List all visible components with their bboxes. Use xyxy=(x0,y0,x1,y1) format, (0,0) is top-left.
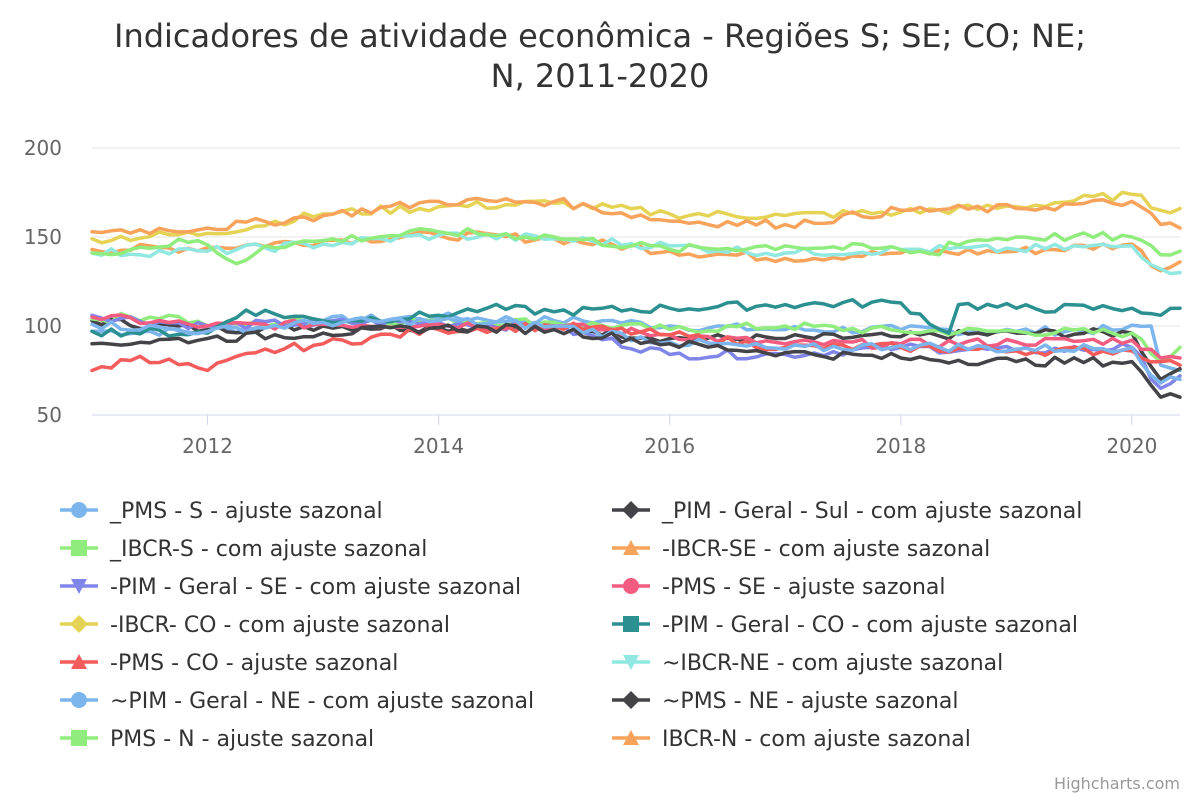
legend-item[interactable]: _PMS - S - ajuste sazonal xyxy=(60,499,383,524)
legend-item[interactable]: -PMS - SE - ajuste sazonal xyxy=(612,575,946,600)
legend-label: ~PMS - NE - ajuste sazonal xyxy=(662,689,959,714)
series-layer xyxy=(90,190,1182,399)
chart-title: Indicadores de atividade econômica - Reg… xyxy=(114,17,1086,55)
legend-item[interactable]: IBCR-N - com ajuste sazonal xyxy=(612,727,971,752)
series-line-6[interactable] xyxy=(90,313,1182,360)
legend-marker-circle-icon xyxy=(623,578,639,594)
series-line-11[interactable] xyxy=(90,315,1182,385)
legend-marker-triangle-down-icon xyxy=(71,579,87,594)
legend-label: -PIM - Geral - CO - com ajuste sazonal xyxy=(662,613,1078,638)
series-line-12[interactable] xyxy=(90,322,1182,399)
grid-lines xyxy=(92,147,1180,416)
y-tick-label: 100 xyxy=(24,314,62,338)
legend-label: -PIM - Geral - SE - com ajuste sazonal xyxy=(110,575,521,600)
series-line-5[interactable] xyxy=(90,313,1182,391)
legend-marker-diamond-icon xyxy=(622,691,640,709)
legend-item[interactable]: ~IBCR-NE - com ajuste sazonal xyxy=(612,651,1003,676)
legend-marker-square-icon xyxy=(623,616,639,632)
legend-marker-triangle-icon xyxy=(623,730,639,745)
legend-marker-triangle-down-icon xyxy=(623,655,639,670)
x-tick-label: 2012 xyxy=(182,434,233,458)
legend-item[interactable]: _PIM - Geral - Sul - com ajuste sazonal xyxy=(612,499,1082,524)
series-line-13[interactable] xyxy=(90,226,1182,266)
x-tick-label: 2018 xyxy=(875,434,926,458)
legend-item[interactable]: -IBCR-SE - com ajuste sazonal xyxy=(612,537,990,562)
legend-marker-square-icon xyxy=(71,730,87,746)
credits[interactable]: Highcharts.com xyxy=(1054,774,1180,793)
y-tick-label: 50 xyxy=(37,403,62,427)
series-line-7[interactable] xyxy=(90,190,1182,245)
legend-marker-triangle-icon xyxy=(71,654,87,669)
legend-marker-diamond-icon xyxy=(70,615,88,633)
legend-item[interactable]: -PIM - Geral - CO - com ajuste sazonal xyxy=(612,613,1078,638)
legend-label: _IBCR-S - com ajuste sazonal xyxy=(109,537,427,562)
legend-item[interactable]: _IBCR-S - com ajuste sazonal xyxy=(60,537,427,562)
legend-item[interactable]: ~PIM - Geral - NE - com ajuste sazonal xyxy=(60,689,534,714)
legend-item[interactable]: -PIM - Geral - SE - com ajuste sazonal xyxy=(60,575,521,600)
y-tick-label: 150 xyxy=(24,225,62,249)
legend-label: ~IBCR-NE - com ajuste sazonal xyxy=(662,651,1003,676)
legend-label: IBCR-N - com ajuste sazonal xyxy=(662,727,971,752)
legend-label: ~PIM - Geral - NE - com ajuste sazonal xyxy=(110,689,534,714)
legend-label: _PIM - Geral - Sul - com ajuste sazonal xyxy=(661,499,1082,524)
chart-title-line2: N, 2011-2020 xyxy=(491,57,710,95)
x-axis: 2012 2014 2016 2018 2020 xyxy=(182,415,1157,458)
legend-item[interactable]: PMS - N - ajuste sazonal xyxy=(60,727,374,752)
legend-label: PMS - N - ajuste sazonal xyxy=(110,727,374,752)
legend-marker-square-icon xyxy=(71,540,87,556)
legend-label: -PMS - SE - ajuste sazonal xyxy=(662,575,946,600)
legend-label: _PMS - S - ajuste sazonal xyxy=(109,499,383,524)
legend: _PMS - S - ajuste sazonal _PIM - Geral - … xyxy=(60,499,1082,752)
legend-marker-circle-icon xyxy=(71,692,87,708)
legend-label: -IBCR- CO - com ajuste sazonal xyxy=(110,613,450,638)
legend-marker-triangle-icon xyxy=(623,540,639,555)
legend-label: -PMS - CO - ajuste sazonal xyxy=(110,651,398,676)
x-tick-label: 2016 xyxy=(644,434,695,458)
legend-marker-diamond-icon xyxy=(622,501,640,519)
y-tick-label: 200 xyxy=(24,136,62,160)
legend-item[interactable]: -PMS - CO - ajuste sazonal xyxy=(60,651,398,676)
y-axis: 50 100 150 200 xyxy=(24,136,62,427)
series-line-8[interactable] xyxy=(90,297,1182,338)
legend-item[interactable]: -IBCR- CO - com ajuste sazonal xyxy=(60,613,450,638)
legend-marker-circle-icon xyxy=(71,502,87,518)
legend-item[interactable]: ~PMS - NE - ajuste sazonal xyxy=(612,689,959,714)
x-tick-label: 2014 xyxy=(413,434,464,458)
x-tick-label: 2020 xyxy=(1106,434,1157,458)
legend-label: -IBCR-SE - com ajuste sazonal xyxy=(662,537,990,562)
series-line-14[interactable] xyxy=(90,196,1182,236)
